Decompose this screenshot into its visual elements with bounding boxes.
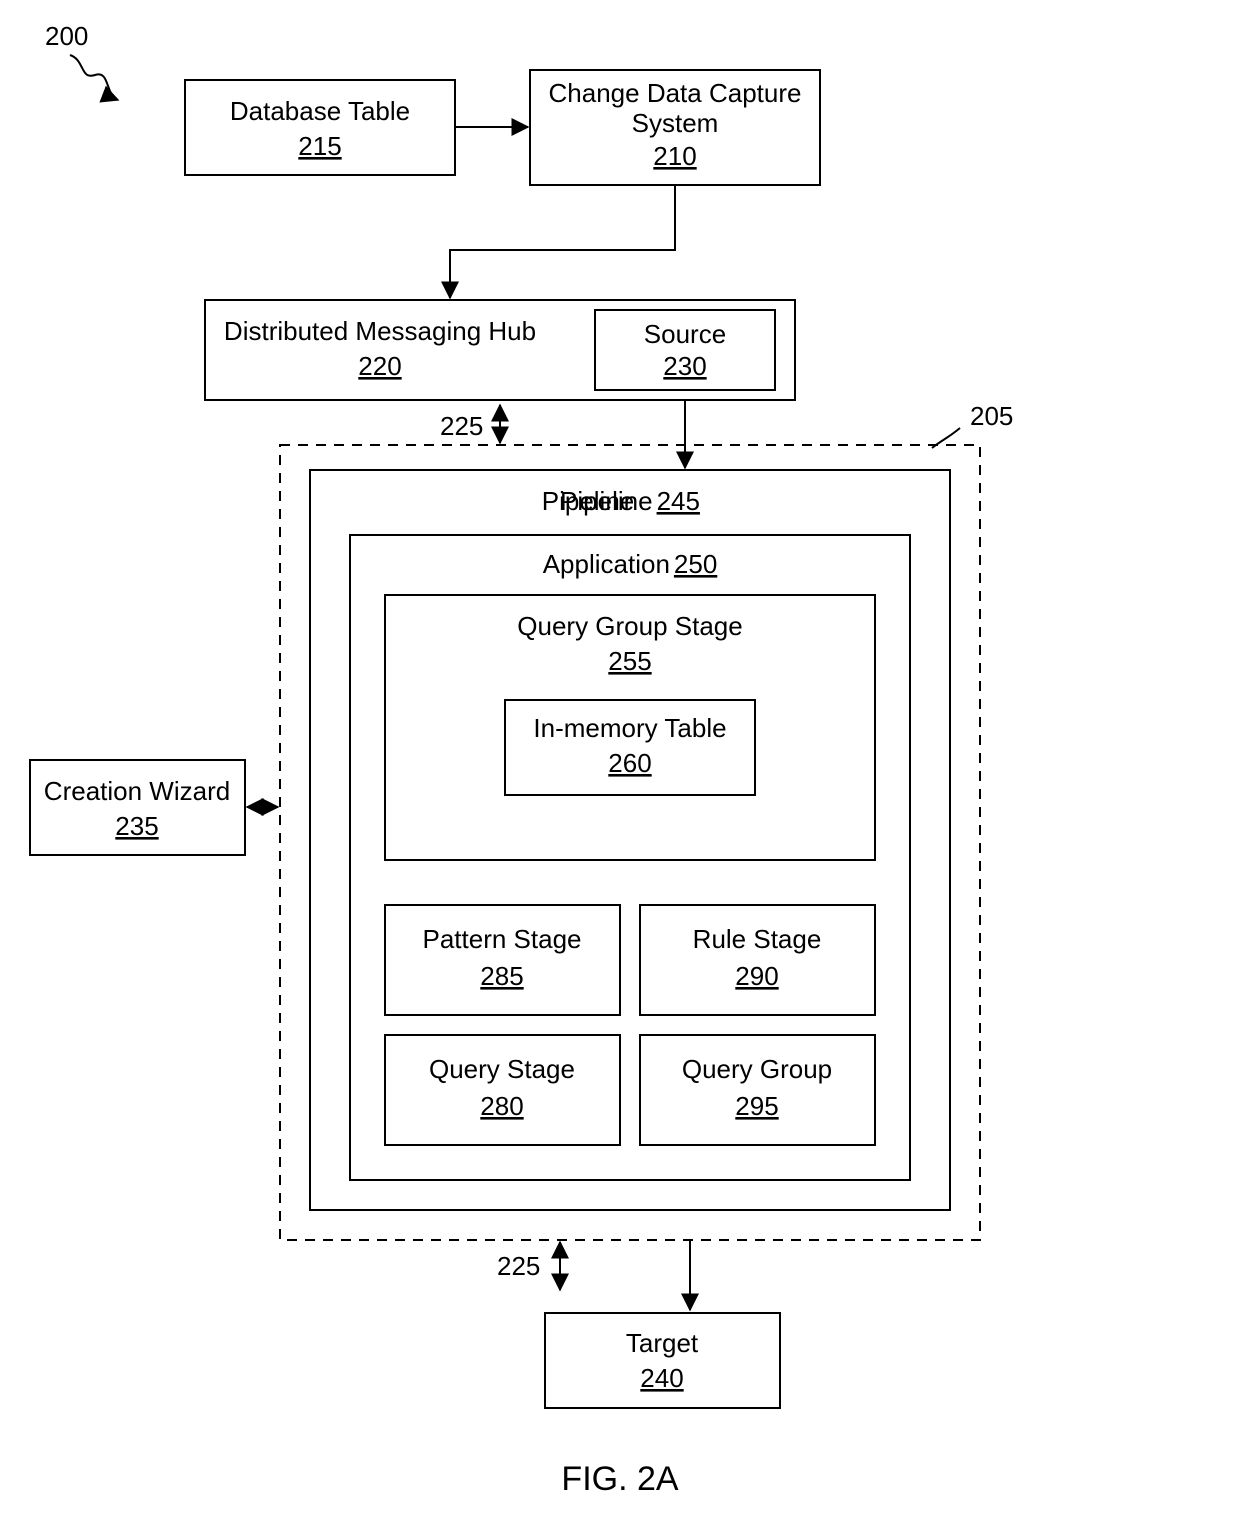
rule-ref: 290 bbox=[735, 961, 778, 991]
cdc-label-2: System bbox=[632, 108, 719, 138]
database-table-label: Database Table bbox=[230, 96, 410, 126]
cdc-label-1: Change Data Capture bbox=[549, 78, 802, 108]
wizard-ref: 235 bbox=[115, 811, 158, 841]
target-label: Target bbox=[626, 1328, 699, 1358]
query-ref: 280 bbox=[480, 1091, 523, 1121]
node-query-stage bbox=[385, 1035, 620, 1145]
edge-cdc-hub bbox=[450, 185, 675, 298]
database-table-ref: 215 bbox=[298, 131, 341, 161]
pattern-label: Pattern Stage bbox=[423, 924, 582, 954]
qgs-ref: 255 bbox=[608, 646, 651, 676]
cdc-ref: 210 bbox=[653, 141, 696, 171]
overall-ref-label: 200 bbox=[45, 21, 88, 51]
rule-label: Rule Stage bbox=[693, 924, 822, 954]
api-ref-bottom: 225 bbox=[497, 1251, 540, 1281]
inmem-label: In-memory Table bbox=[533, 713, 726, 743]
source-label: Source bbox=[644, 319, 726, 349]
figure-caption: FIG. 2A bbox=[561, 1460, 678, 1498]
overall-ref-leader bbox=[70, 55, 118, 100]
qgroup-ref: 295 bbox=[735, 1091, 778, 1121]
qgroup-label: Query Group bbox=[682, 1054, 832, 1084]
wizard-label: Creation Wizard bbox=[44, 776, 230, 806]
system-ref-label: 205 bbox=[970, 401, 1013, 431]
application-title: Application 250 bbox=[543, 549, 718, 579]
diagram-canvas: 200 Database Table 215 Change Data Captu… bbox=[0, 0, 1240, 1518]
inmem-ref: 260 bbox=[608, 748, 651, 778]
pattern-ref: 285 bbox=[480, 961, 523, 991]
api-ref-top: 225 bbox=[440, 411, 483, 441]
hub-ref: 220 bbox=[358, 351, 401, 381]
node-pattern-stage bbox=[385, 905, 620, 1015]
node-rule-stage bbox=[640, 905, 875, 1015]
source-ref: 230 bbox=[663, 351, 706, 381]
pipeline-title: Pipeline 245 bbox=[560, 486, 700, 516]
qgs-label: Query Group Stage bbox=[517, 611, 742, 641]
hub-label: Distributed Messaging Hub bbox=[224, 316, 536, 346]
query-label: Query Stage bbox=[429, 1054, 575, 1084]
target-ref: 240 bbox=[640, 1363, 683, 1393]
node-query-group bbox=[640, 1035, 875, 1145]
